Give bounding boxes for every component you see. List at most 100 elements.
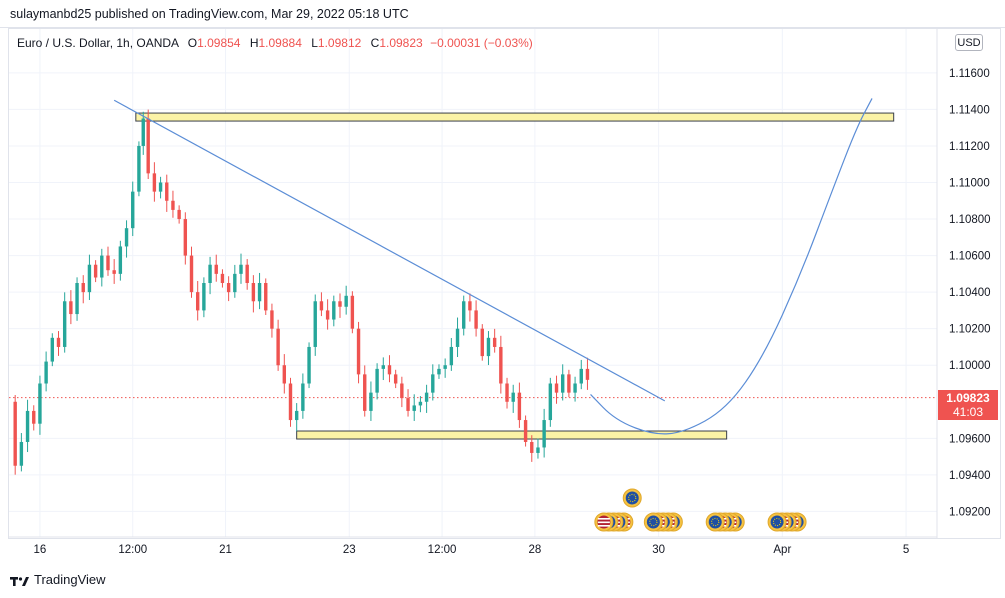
price-tick-label: 1.11000 [949,177,990,189]
candle-body [418,401,423,406]
candle-body [381,365,385,369]
candle-body [189,255,194,293]
candle-body [282,365,287,384]
candle-body [338,301,342,307]
candle-body [468,301,472,311]
candle-body [220,273,225,283]
time-tick-label: 23 [343,544,356,556]
candle-body [523,420,528,442]
candle-body [270,310,274,329]
candle-body [124,228,129,247]
candle-body [443,365,447,369]
candle-body [536,447,540,453]
candle-body [505,383,509,402]
candle-body [375,368,379,393]
candle-body [480,328,484,357]
us-flag-icon[interactable] [594,512,614,532]
candle-body [38,383,42,424]
projection-curve [590,98,873,435]
candle-body [141,118,145,146]
candle-body [106,255,110,271]
candle-body [542,420,546,448]
candle-body [492,337,497,347]
candle-body [424,392,429,402]
publish-header: sulaymanbd25 published on TradingView.co… [0,0,1005,28]
candle-body [50,337,55,362]
candle-body [276,328,280,366]
candle-body [455,328,460,347]
candle-body [165,182,169,201]
candle-body [449,346,454,366]
tradingview-footer[interactable]: TradingView [10,572,106,587]
high-value: 1.09884 [258,36,302,50]
open-value: 1.09854 [197,36,241,50]
candle-body [288,383,293,421]
candle-body [431,374,435,393]
eu-flag-icon[interactable] [767,512,787,532]
candle-body [32,410,36,424]
candle-body [137,145,141,192]
candle-body [307,346,311,384]
price-tick-label: 1.10200 [949,324,991,336]
chart-frame [8,28,1001,539]
publish-info: sulaymanbd25 published on TradingView.co… [10,7,409,21]
candle-body [294,410,299,421]
price-tick-label: 1.09200 [949,506,991,518]
candle-body [369,392,373,411]
low-label: L [311,36,318,50]
high-label: H [249,36,259,50]
candle-body [69,301,73,315]
footer-brand: TradingView [34,572,106,587]
candle-body [226,283,231,293]
candle-body [499,346,503,384]
eu-flag-icon[interactable] [705,512,725,532]
price-tick-label: 1.09400 [949,470,991,482]
candle-body [387,365,392,375]
candle-body [112,270,116,274]
time-tick-label: Apr [773,544,791,556]
candle-body [319,301,324,311]
eu-flag-icon[interactable] [643,512,663,532]
low-value: 1.09812 [317,36,362,50]
time-tick-label: 12:00 [428,544,457,556]
candle-body [257,283,262,302]
candle-body [75,283,79,315]
candle-body [202,283,206,311]
candle-body [264,283,268,311]
candle-body [62,301,67,347]
resistance-zone [135,112,895,122]
price-tick-label: 1.09600 [949,433,991,445]
candle-body [301,383,305,411]
price-tick-label: 1.11200 [949,141,990,153]
candle-body [208,264,212,283]
candle-body [81,283,85,293]
price-tick-label: 1.11400 [949,104,990,116]
candle-body [548,383,553,421]
candle-body [579,368,583,384]
time-tick-label: 21 [219,544,232,556]
open-label: O [187,36,198,50]
close-value: 1.09823 [379,36,423,50]
tradingview-logo-icon [10,576,29,586]
candle-body [25,410,30,442]
downtrend-line [113,99,666,402]
time-tick-label: 16 [34,544,47,556]
candle-body [100,255,104,278]
candle-body [146,118,150,174]
candle-body [171,200,175,210]
candle-body [437,368,441,375]
candle-body [158,182,163,192]
candle-body [400,383,404,399]
candle-body [517,392,522,421]
candle-body [93,264,98,278]
candle-body [251,283,256,302]
candle-body [332,301,336,320]
candle-body [233,273,237,293]
candle-body [356,328,361,375]
candle-body [325,310,330,320]
candle-body [567,374,571,393]
currency-button[interactable]: USD [955,34,983,51]
eu-flag-icon[interactable] [622,488,642,508]
symbol-name: Euro / U.S. Dollar, 1h, OANDA [17,36,179,50]
